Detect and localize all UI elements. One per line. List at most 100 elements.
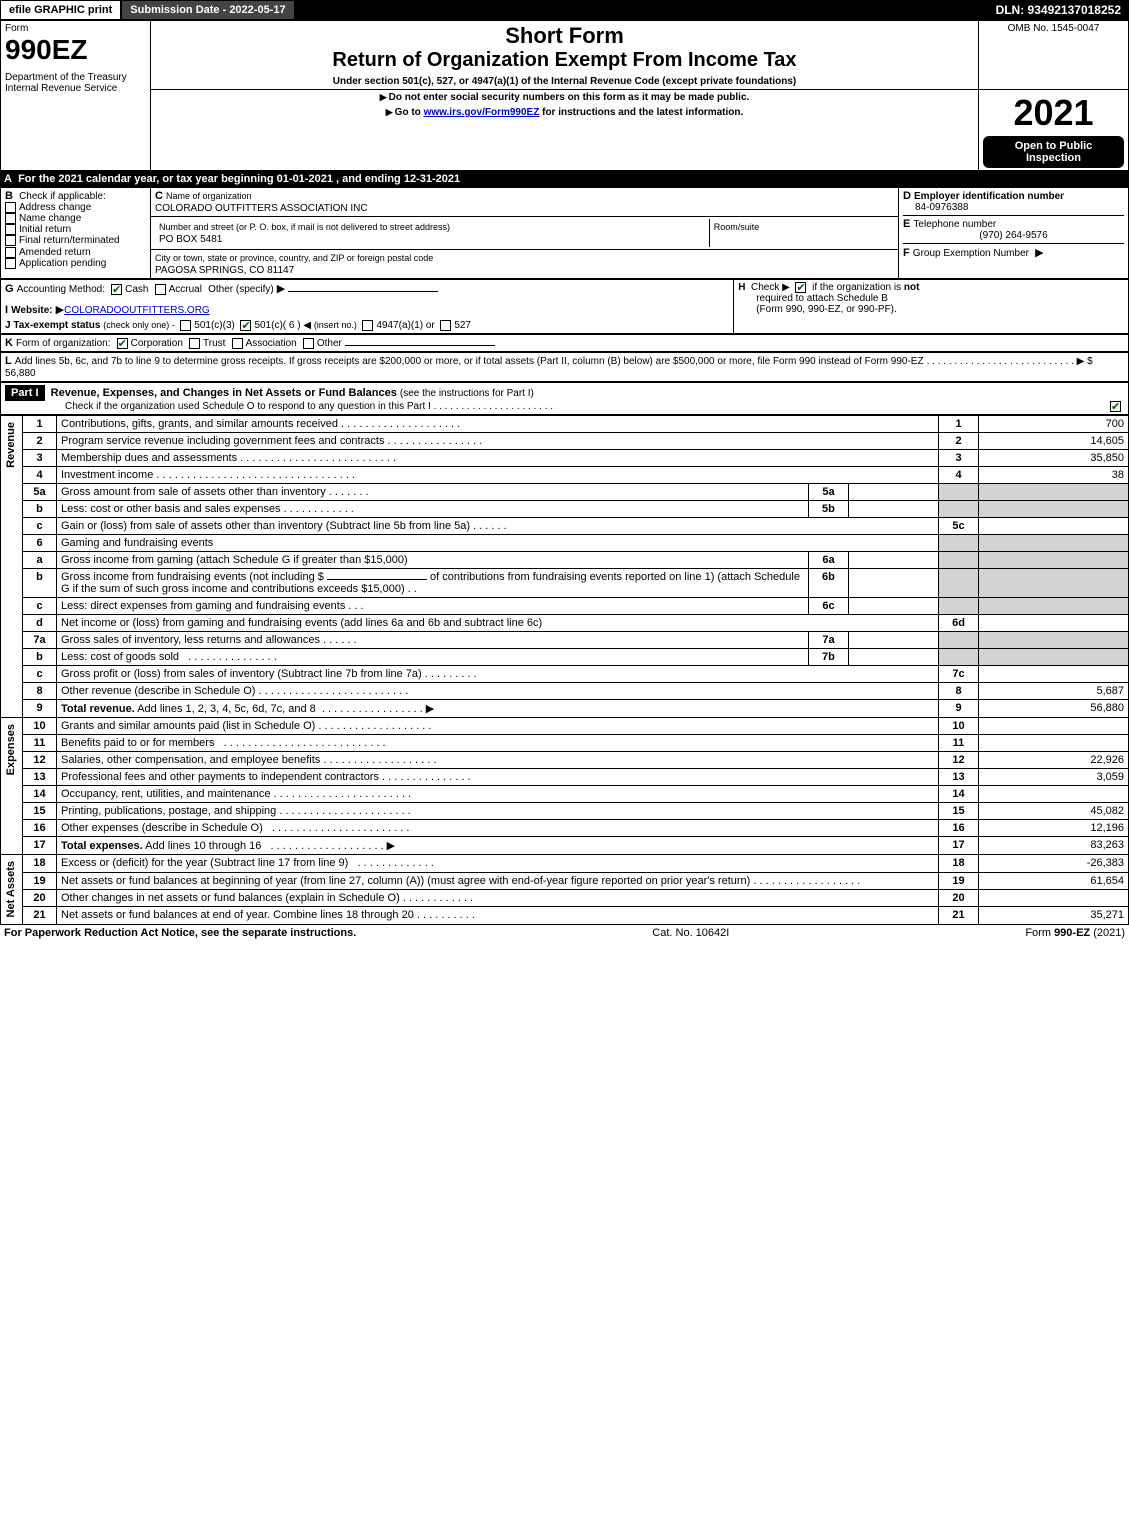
ln6b-no: b [23, 569, 57, 598]
submission-date-button[interactable]: Submission Date - 2022-05-17 [121, 0, 294, 20]
ln10-val [979, 718, 1129, 735]
ln6b-mid [848, 569, 938, 598]
section-k: K Form of organization: Corporation Trus… [1, 335, 1129, 352]
ln2-text: Program service revenue including govern… [57, 433, 939, 450]
dept-treasury: Department of the Treasury [5, 72, 146, 83]
i-label: Website: [11, 305, 53, 316]
chk-527[interactable] [440, 320, 451, 331]
efile-print-button[interactable]: efile GRAPHIC print [0, 0, 121, 20]
k-other-input[interactable] [345, 345, 495, 346]
chk-final-return[interactable] [5, 235, 16, 246]
ln9-no: 9 [23, 700, 57, 718]
phone-value: (970) 264-9576 [903, 230, 1124, 241]
chk-501c3[interactable] [180, 320, 191, 331]
lines-table: Revenue 1 Contributions, gifts, grants, … [0, 415, 1129, 924]
chk-application-pending[interactable] [5, 258, 16, 269]
ln1-box: 1 [939, 416, 979, 433]
chk-initial-return[interactable] [5, 224, 16, 235]
website-link[interactable]: COLORADOOUTFITTERS.ORG [64, 305, 210, 316]
ln2-val: 14,605 [979, 433, 1129, 450]
footer-left: For Paperwork Reduction Act Notice, see … [4, 927, 356, 939]
chk-name-change[interactable] [5, 213, 16, 224]
ln17-text: Total expenses. Add lines 10 through 16 … [57, 837, 939, 855]
chk-other-org[interactable] [303, 338, 314, 349]
j-o2: 501(c)( 6 ) [254, 320, 300, 331]
chk-accrual[interactable] [155, 284, 166, 295]
ln18-val: -26,383 [979, 855, 1129, 872]
chk-cash[interactable] [111, 284, 122, 295]
c-label: Name of organization [166, 191, 252, 201]
h-pre: Check ▶ [751, 282, 790, 293]
ln12-no: 12 [23, 752, 57, 769]
ln6-shade-box [939, 535, 979, 552]
b-item-1: Name change [19, 213, 81, 224]
l-table: L Add lines 5b, 6c, and 7b to line 9 to … [0, 352, 1129, 382]
ln8-val: 5,687 [979, 683, 1129, 700]
ln18-text: Excess or (deficit) for the year (Subtra… [57, 855, 939, 872]
section-l: L Add lines 5b, 6c, and 7b to line 9 to … [1, 353, 1129, 382]
ssn-warning-text: Do not enter social security numbers on … [389, 92, 750, 103]
ln5b-text: Less: cost or other basis and sales expe… [57, 501, 809, 518]
chk-address-change[interactable] [5, 202, 16, 213]
ln6c-no: c [23, 598, 57, 615]
j-label: Tax-exempt status [13, 320, 100, 331]
ln17-no: 17 [23, 837, 57, 855]
g-other: Other (specify) [208, 284, 274, 295]
ln11-val [979, 735, 1129, 752]
irs-link[interactable]: www.irs.gov/Form990EZ [424, 107, 540, 118]
part1-label: Part I [5, 385, 45, 401]
dept-irs: Internal Revenue Service [5, 83, 146, 94]
footer-right: Form 990-EZ (2021) [1025, 927, 1125, 939]
ln1-text: Contributions, gifts, grants, and simila… [57, 416, 939, 433]
ln6c-text: Less: direct expenses from gaming and fu… [57, 598, 809, 615]
ln21-text: Net assets or fund balances at end of ye… [57, 907, 939, 924]
ln20-val [979, 889, 1129, 906]
b-item-5: Application pending [19, 258, 106, 269]
form-cell: Form 990EZ Department of the Treasury In… [1, 21, 151, 171]
goto-post: for instructions and the latest informat… [539, 107, 743, 118]
g-cash: Cash [125, 284, 148, 295]
ln7a-shade-val [979, 632, 1129, 649]
ln1-no: 1 [23, 416, 57, 433]
ln19-text: Net assets or fund balances at beginning… [57, 872, 939, 889]
part1-check-line: Check if the organization used Schedule … [65, 401, 431, 412]
part1-header-table: Part I Revenue, Expenses, and Changes in… [0, 382, 1129, 415]
ln16-text: Other expenses (describe in Schedule O) … [57, 820, 939, 837]
ln19-val: 61,654 [979, 872, 1129, 889]
ln5b-no: b [23, 501, 57, 518]
ln5a-mid [848, 484, 938, 501]
short-form-title: Short Form [155, 23, 974, 49]
ln5c-text: Gain or (loss) from sale of assets other… [57, 518, 939, 535]
k-o1: Corporation [131, 338, 183, 349]
org-name: COLORADO OUTFITTERS ASSOCIATION INC [155, 203, 368, 214]
chk-amended-return[interactable] [5, 247, 16, 258]
part1-title: Revenue, Expenses, and Changes in Net As… [51, 387, 397, 399]
line-a: A For the 2021 calendar year, or tax yea… [0, 171, 1129, 187]
ln6d-no: d [23, 615, 57, 632]
j-o1: 501(c)(3) [194, 320, 235, 331]
ln15-val: 45,082 [979, 803, 1129, 820]
ln5b-shade-box [939, 501, 979, 518]
c-street-cell: Number and street (or P. O. box, if mail… [151, 217, 899, 250]
g-other-input[interactable] [288, 291, 438, 292]
chk-association[interactable] [232, 338, 243, 349]
ln7b-shade-box [939, 649, 979, 666]
ln6c-shade-box [939, 598, 979, 615]
chk-501c[interactable] [240, 320, 251, 331]
ln6b-amount-input[interactable] [327, 579, 427, 580]
netassets-side-label: Net Assets [1, 855, 23, 924]
ln3-val: 35,850 [979, 450, 1129, 467]
ln5b-mid [848, 501, 938, 518]
tax-year: 2021 [983, 92, 1124, 134]
e-label: Telephone number [913, 219, 996, 230]
chk-4947[interactable] [362, 320, 373, 331]
chk-trust[interactable] [189, 338, 200, 349]
ln15-no: 15 [23, 803, 57, 820]
chk-schedule-o[interactable] [1110, 401, 1121, 412]
b-item-2: Initial return [19, 224, 71, 235]
k-o4: Other [317, 338, 342, 349]
ln21-no: 21 [23, 907, 57, 924]
chk-schedule-b[interactable] [795, 282, 806, 293]
chk-corporation[interactable] [117, 338, 128, 349]
part1-header: Part I Revenue, Expenses, and Changes in… [1, 383, 1129, 415]
